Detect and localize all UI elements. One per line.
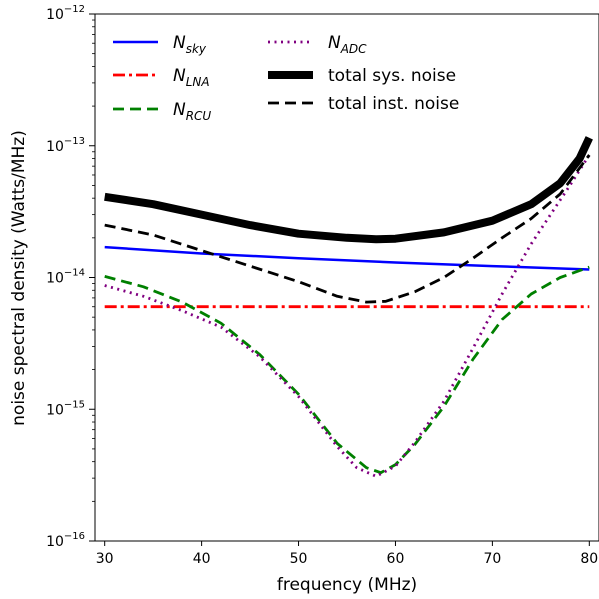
x-tick-label: 80: [580, 551, 598, 567]
y-tick-label: 10−13: [46, 136, 85, 155]
series-line-n-rcu: [104, 265, 590, 475]
legend-label-n-sky: Nsky: [173, 33, 207, 56]
x-tick-label: 40: [193, 551, 211, 567]
axes: 30 40 50 60 70 80 10−16 10−15 10−14 10−13 10−12: [46, 4, 599, 567]
series-line-total-sys-noise: [104, 136, 593, 244]
y-axis-label: noise spectral density (Watts/MHz): [9, 130, 29, 426]
series-line-n-sky: [104, 245, 590, 271]
y-tick-label: 10−14: [46, 268, 85, 287]
legend-label-n-lna: NLNA: [173, 66, 210, 89]
y-tick-label: 10−16: [46, 531, 85, 550]
series-group: [104, 136, 593, 478]
x-axis-label: frequency (MHz): [277, 575, 417, 595]
legend-label-total-sys-noise: total sys. noise: [328, 66, 456, 86]
plot-area: [104, 136, 593, 478]
x-tick-label: 70: [483, 551, 501, 567]
x-tick-label: 50: [290, 551, 308, 567]
legend-label-total-inst-noise: total inst. noise: [328, 94, 459, 114]
legend-label-n-adc: NADC: [328, 33, 367, 56]
legend-label-n-rcu: NRCU: [173, 100, 211, 123]
y-tick-label: 10−15: [46, 399, 85, 418]
x-tick-label: 60: [387, 551, 405, 567]
series-line-n-adc: [104, 154, 591, 478]
series-line-total-inst-noise: [104, 154, 591, 304]
legend: Nsky NLNA NRCU NADC total sys. noise total in…: [113, 33, 459, 123]
y-tick-label: 10−12: [46, 4, 85, 23]
x-tick-label: 30: [96, 551, 114, 567]
